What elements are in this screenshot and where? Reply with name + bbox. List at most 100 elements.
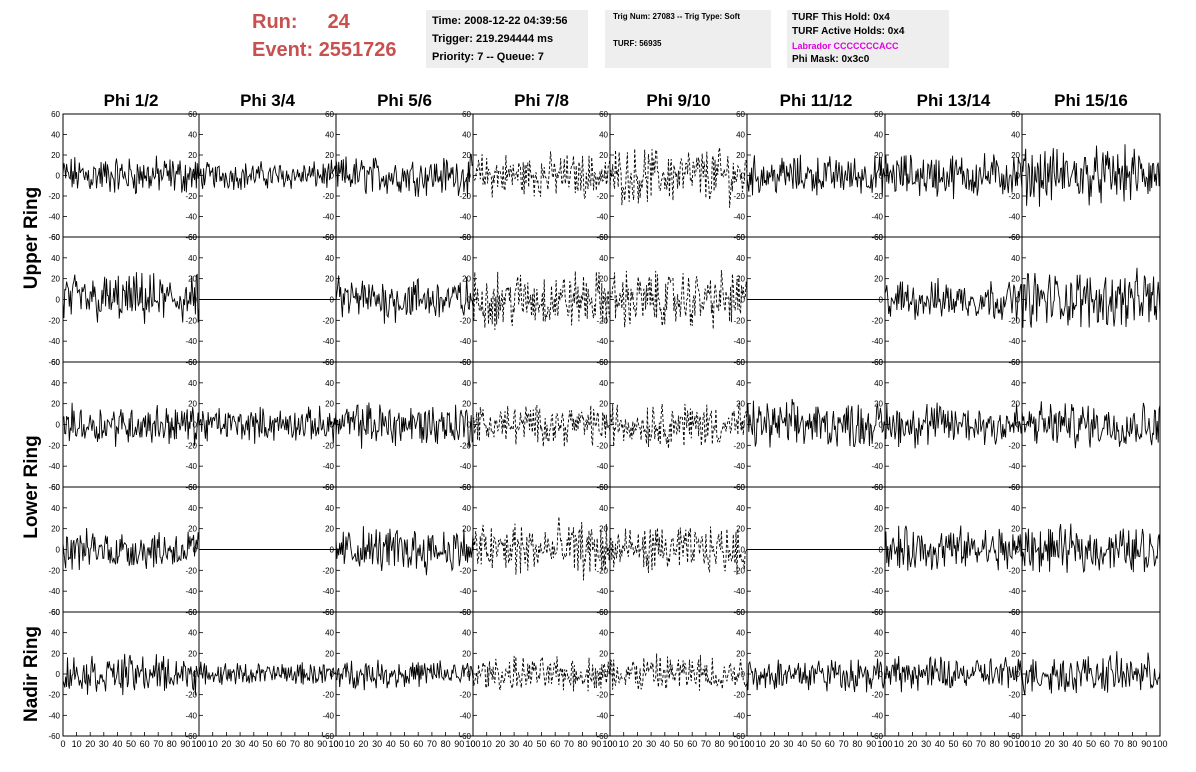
y-tick-label: -20 xyxy=(871,566,883,575)
y-tick-label: 60 xyxy=(188,110,197,119)
x-tick-label: 30 xyxy=(235,739,245,749)
y-tick-label: 40 xyxy=(736,379,745,388)
waveform-trace xyxy=(62,402,200,447)
waveform-trace xyxy=(746,658,886,693)
y-tick-label: 40 xyxy=(736,504,745,513)
y-tick-label: -20 xyxy=(871,316,883,325)
x-tick-label: 50 xyxy=(399,739,409,749)
x-tick-label: 20 xyxy=(495,739,505,749)
y-tick-label: -20 xyxy=(185,441,197,450)
x-tick-label: 30 xyxy=(783,739,793,749)
y-tick-label: 20 xyxy=(325,151,334,160)
waveform-trace xyxy=(609,402,748,449)
x-tick-label: 50 xyxy=(673,739,683,749)
x-tick-label: 90 xyxy=(454,739,464,749)
x-tick-label: 80 xyxy=(167,739,177,749)
y-tick-label: 40 xyxy=(874,131,883,140)
y-tick-label: 0 xyxy=(330,296,335,305)
y-tick-label: 20 xyxy=(188,525,197,534)
waveform-trace xyxy=(609,269,748,330)
y-tick-label: 40 xyxy=(462,131,471,140)
y-tick-label: 60 xyxy=(599,608,608,617)
column-title: Phi 13/14 xyxy=(917,91,991,110)
y-tick-label: 20 xyxy=(1011,649,1020,658)
y-tick-label: 0 xyxy=(56,546,61,555)
x-tick-label: 90 xyxy=(1003,739,1013,749)
y-tick-label: -40 xyxy=(48,213,60,222)
y-tick-label: -40 xyxy=(322,587,334,596)
y-tick-label: -20 xyxy=(322,192,334,201)
y-tick-label: 20 xyxy=(1011,151,1020,160)
y-tick-label: 20 xyxy=(1011,525,1020,534)
y-tick-label: 60 xyxy=(1011,608,1020,617)
y-tick-label: 0 xyxy=(741,296,746,305)
y-tick-label: -40 xyxy=(459,587,471,596)
x-tick-label: 60 xyxy=(825,739,835,749)
y-tick-label: 60 xyxy=(874,110,883,119)
y-tick-label: -40 xyxy=(596,711,608,720)
waveform-trace xyxy=(335,526,474,576)
x-tick-label: 100 xyxy=(739,739,754,749)
x-tick-label: 90 xyxy=(866,739,876,749)
y-tick-label: 0 xyxy=(467,670,472,679)
y-tick-label: 0 xyxy=(604,546,609,555)
y-tick-label: -20 xyxy=(733,316,745,325)
y-tick-label: 20 xyxy=(736,400,745,409)
y-tick-label: 20 xyxy=(51,151,60,160)
y-tick-label: 0 xyxy=(193,296,198,305)
y-tick-label: 60 xyxy=(462,110,471,119)
waveform-trace xyxy=(198,159,337,191)
y-tick-label: -40 xyxy=(596,337,608,346)
x-tick-label: 10 xyxy=(894,739,904,749)
y-tick-label: 60 xyxy=(325,110,334,119)
y-tick-label: 0 xyxy=(604,670,609,679)
y-tick-label: 60 xyxy=(188,483,197,492)
y-tick-label: 0 xyxy=(604,421,609,430)
x-tick-label: 80 xyxy=(852,739,862,749)
y-tick-label: 60 xyxy=(874,483,883,492)
y-tick-label: 0 xyxy=(56,296,61,305)
y-tick-label: 20 xyxy=(51,649,60,658)
y-tick-label: -40 xyxy=(185,462,197,471)
x-tick-label: 90 xyxy=(1141,739,1151,749)
y-tick-label: 20 xyxy=(462,400,471,409)
y-tick-label: -20 xyxy=(1008,566,1020,575)
y-tick-label: -20 xyxy=(459,441,471,450)
x-tick-label: 20 xyxy=(358,739,368,749)
y-tick-label: 40 xyxy=(462,504,471,513)
y-tick-label: 20 xyxy=(874,525,883,534)
y-tick-label: 40 xyxy=(325,629,334,638)
y-tick-label: -20 xyxy=(596,316,608,325)
y-tick-label: -60 xyxy=(48,483,60,492)
column-title: Phi 5/6 xyxy=(377,91,432,110)
y-tick-label: 20 xyxy=(462,649,471,658)
y-tick-label: 40 xyxy=(736,629,745,638)
y-tick-label: 20 xyxy=(462,525,471,534)
y-tick-label: 20 xyxy=(874,151,883,160)
x-tick-label: 60 xyxy=(413,739,423,749)
ring-label: Nadir Ring xyxy=(21,626,42,722)
y-tick-label: 40 xyxy=(599,379,608,388)
y-tick-label: -40 xyxy=(1008,462,1020,471)
y-tick-label: 20 xyxy=(462,275,471,284)
panel-frame xyxy=(62,236,200,363)
x-tick-label: 40 xyxy=(386,739,396,749)
y-tick-label: -20 xyxy=(596,566,608,575)
y-tick-label: -40 xyxy=(48,711,60,720)
y-tick-label: -20 xyxy=(1008,192,1020,201)
y-tick-label: 0 xyxy=(193,172,198,181)
y-tick-label: -20 xyxy=(185,316,197,325)
y-tick-label: -40 xyxy=(48,587,60,596)
x-tick-label: 0 xyxy=(607,739,612,749)
y-tick-label: 40 xyxy=(188,379,197,388)
y-tick-label: 0 xyxy=(879,546,884,555)
y-tick-label: -20 xyxy=(1008,441,1020,450)
x-tick-label: 10 xyxy=(756,739,766,749)
y-tick-label: -20 xyxy=(1008,691,1020,700)
waveform-trace xyxy=(884,402,1023,449)
y-tick-label: 20 xyxy=(51,275,60,284)
y-tick-label: -60 xyxy=(48,233,60,242)
y-tick-label: 60 xyxy=(599,233,608,242)
y-tick-label: 40 xyxy=(462,379,471,388)
y-tick-label: -60 xyxy=(48,732,60,741)
